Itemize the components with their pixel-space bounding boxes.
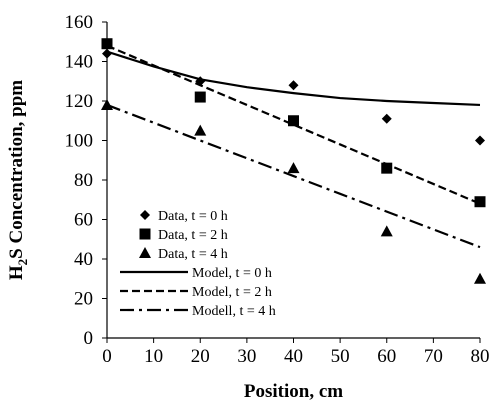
legend-label: Data, t = 4 h: [158, 247, 228, 262]
x-tick-label: 20: [191, 346, 210, 367]
x-axis-title: Position, cm: [244, 381, 343, 402]
legend-label: Model, t = 2 h: [192, 285, 272, 300]
data-point: [195, 76, 206, 87]
x-tick-label: 70: [424, 346, 443, 367]
y-tick-label: 40: [74, 249, 93, 270]
data-point: [474, 272, 486, 284]
model-line: [106, 50, 481, 107]
x-tick-label: 50: [331, 346, 350, 367]
y-tick-label: 0: [84, 328, 94, 349]
model-line: [106, 44, 481, 205]
data-point: [381, 162, 393, 174]
axes: [102, 21, 481, 343]
data-point: [194, 124, 207, 136]
y-tick-label: 20: [74, 289, 93, 310]
x-tick-label: 80: [471, 346, 490, 367]
data-point: [475, 135, 485, 146]
legend-marker: [139, 228, 151, 240]
legend: Data, t = 0 h Data, t = 2 h Data, t = 4 h M…: [120, 209, 276, 319]
legend-label: Data, t = 0 h: [158, 209, 228, 224]
data-point: [287, 162, 300, 174]
data-markers: [101, 38, 486, 284]
x-tick-label: 0: [102, 346, 112, 367]
data-point: [381, 113, 392, 124]
legend-label: Model, t = 0 h: [192, 266, 272, 281]
data-point: [380, 225, 393, 237]
x-tick-label: 30: [237, 346, 256, 367]
legend-marker: [139, 247, 151, 258]
y-tick-label: 120: [65, 91, 94, 112]
y-tick-label: 80: [74, 170, 93, 191]
y-tick-label: 140: [65, 52, 94, 73]
model-line: [106, 103, 481, 249]
data-point: [288, 115, 299, 127]
model-lines: [106, 44, 481, 249]
data-point: [194, 91, 206, 103]
x-tick-label: 10: [144, 346, 163, 367]
data-point: [101, 38, 113, 50]
y-tick-label: 60: [74, 210, 93, 231]
x-tick-label: 60: [377, 346, 396, 367]
data-point: [474, 196, 486, 208]
y-tick-label: 160: [65, 12, 94, 33]
legend-label: Modell, t = 4 h: [192, 304, 276, 319]
x-tick-label: 40: [284, 346, 303, 367]
legend-label: Data, t = 2 h: [158, 228, 228, 243]
tick-labels: 0 20 40 60 80 100 120 140 160 0 10 20 30 40 50 60 70 80: [65, 12, 490, 367]
y-tick-label: 100: [65, 131, 94, 152]
legend-marker: [140, 210, 150, 220]
data-point: [288, 80, 299, 91]
y-axis-title: H2S Concentration, ppm: [6, 80, 30, 280]
data-point: [102, 48, 112, 59]
data-point: [101, 98, 113, 110]
